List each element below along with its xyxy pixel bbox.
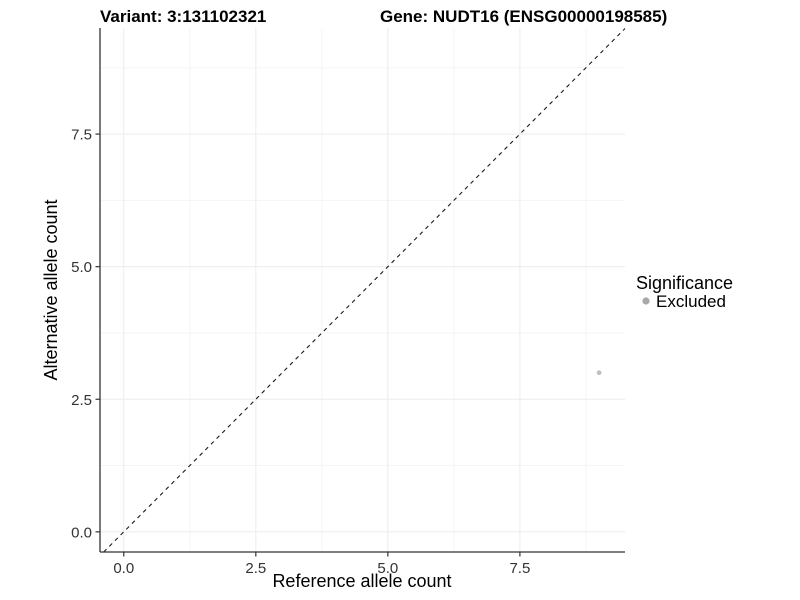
y-tick-label: 2.5 <box>71 392 92 409</box>
identity-dashed-line <box>103 28 626 553</box>
legend-key-dot-icon <box>642 297 650 305</box>
major-gridlines <box>100 28 625 552</box>
minor-gridlines <box>100 28 625 552</box>
axis-tick-marks <box>95 133 521 557</box>
y-tick-label: 5.0 <box>71 259 92 276</box>
legend: Significance Excluded <box>636 273 733 311</box>
x-axis-title: Reference allele count <box>272 571 451 591</box>
variant-title: Variant: 3:131102321 <box>100 7 266 26</box>
x-tick-label: 2.5 <box>245 560 266 577</box>
legend-item-label: Excluded <box>656 292 726 311</box>
x-tick-label: 7.5 <box>509 560 530 577</box>
legend-items: Excluded <box>642 292 726 311</box>
y-tick-label: 0.0 <box>71 524 92 541</box>
y-axis-title: Alternative allele count <box>41 199 61 380</box>
legend-item[interactable]: Excluded <box>642 292 726 311</box>
legend-title: Significance <box>636 273 733 293</box>
x-tick-label: 0.0 <box>113 560 134 577</box>
axis-tick-labels: 0.0 2.5 5.0 7.5 0.0 2.5 5.0 7.5 <box>71 127 530 577</box>
y-tick-label: 7.5 <box>71 127 92 144</box>
x-tick-label: 5.0 <box>377 560 398 577</box>
gene-title: Gene: NUDT16 (ENSG00000198585) <box>380 7 667 26</box>
data-points-layer <box>596 370 602 376</box>
data-point[interactable] <box>596 370 602 376</box>
